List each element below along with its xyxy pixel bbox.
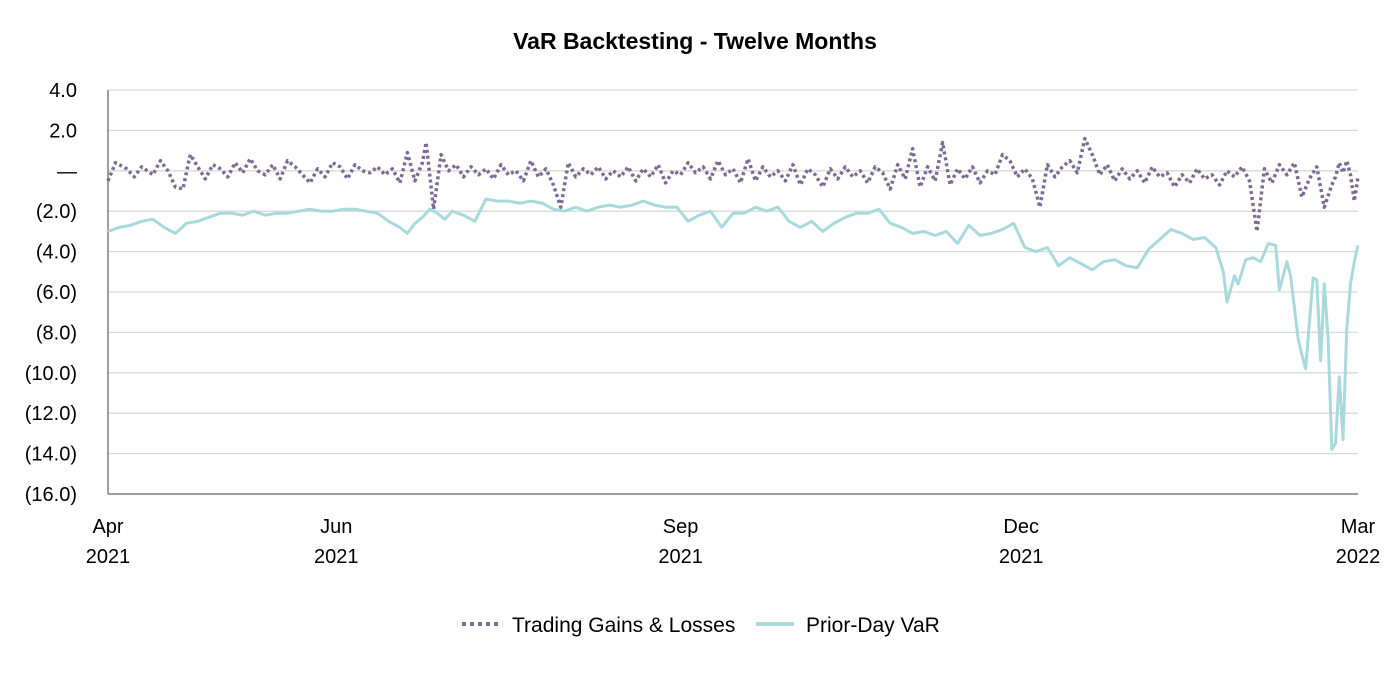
x-tick-month: Apr xyxy=(92,516,123,538)
legend-label-trading-gains: Trading Gains & Losses xyxy=(512,614,735,637)
x-tick-month: Sep xyxy=(663,516,699,538)
y-tick-label: — xyxy=(57,161,77,183)
y-tick-label: (6.0) xyxy=(36,282,77,304)
legend: Trading Gains & Losses Prior-Day VaR xyxy=(462,614,940,637)
series-lines xyxy=(106,136,1360,452)
y-axis-ticks: 4.0 2.0 — (2.0) (4.0) (6.0) (8.0) (10.0) (12.0) (… xyxy=(25,80,77,506)
x-tick-year: 2021 xyxy=(86,546,131,568)
series-line-trading-gains xyxy=(106,136,1360,234)
x-tick-month: Mar xyxy=(1341,516,1376,538)
y-tick-label: 2.0 xyxy=(49,120,77,142)
series-line-prior-day-var xyxy=(107,197,1360,452)
legend-item-prior-day-var: Prior-Day VaR xyxy=(756,614,940,637)
y-tick-label: (12.0) xyxy=(25,403,77,425)
x-tick-month: Jun xyxy=(320,516,352,538)
x-axis-ticks: Apr 2021 Jun 2021 Sep 2021 Dec 2021 Mar 2022 xyxy=(86,516,1381,568)
x-tick-month: Dec xyxy=(1003,516,1039,538)
chart-title: VaR Backtesting - Twelve Months xyxy=(513,28,877,54)
legend-item-trading-gains: Trading Gains & Losses xyxy=(462,614,735,637)
x-tick-year: 2022 xyxy=(1336,546,1381,568)
y-tick-label: (8.0) xyxy=(36,322,77,344)
x-tick-year: 2021 xyxy=(314,546,359,568)
y-tick-label: (10.0) xyxy=(25,363,77,385)
y-tick-label: (2.0) xyxy=(36,201,77,223)
y-tick-label: (14.0) xyxy=(25,444,77,466)
y-tick-label: (4.0) xyxy=(36,242,77,264)
x-tick-year: 2021 xyxy=(658,546,703,568)
gridlines xyxy=(108,89,1358,455)
y-tick-label: (16.0) xyxy=(25,484,77,506)
x-tick-year: 2021 xyxy=(999,546,1044,568)
legend-label-prior-day-var: Prior-Day VaR xyxy=(806,614,940,637)
y-tick-label: 4.0 xyxy=(49,80,77,102)
